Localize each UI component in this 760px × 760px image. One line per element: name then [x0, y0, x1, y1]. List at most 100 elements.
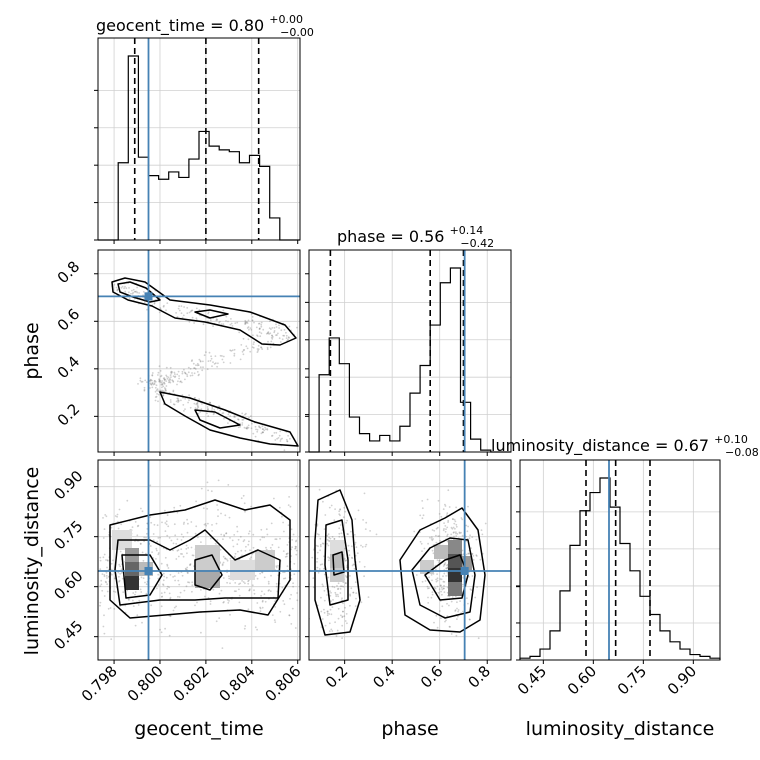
contour-level-3	[194, 309, 229, 319]
scatter-point	[363, 565, 366, 568]
scatter-point	[296, 326, 298, 329]
scatter-point	[318, 568, 321, 570]
scatter-point	[261, 599, 264, 602]
scatter-point	[334, 508, 336, 510]
scatter-point	[431, 529, 434, 531]
scatter-point	[140, 591, 143, 593]
scatter-point	[206, 481, 209, 484]
histogram-geocent-time	[98, 55, 300, 241]
scatter-point	[120, 523, 123, 526]
scatter-point	[189, 563, 192, 565]
scatter-point	[295, 485, 298, 488]
scatter-point	[276, 334, 278, 336]
scatter-point	[222, 555, 225, 558]
scatter-point	[269, 546, 272, 549]
scatter-point	[456, 601, 458, 604]
scatter-point	[256, 428, 259, 431]
scatter-point	[253, 592, 256, 595]
scatter-point	[228, 577, 231, 580]
contour-level-1	[314, 489, 361, 636]
scatter-point	[328, 613, 331, 615]
scatter-point	[267, 331, 270, 333]
scatter-point	[251, 319, 254, 322]
scatter-point	[252, 343, 255, 345]
scatter-point	[342, 602, 344, 605]
scatter-point	[446, 564, 448, 567]
scatter-point	[283, 603, 286, 606]
contour-group	[332, 551, 345, 576]
scatter-point	[150, 383, 153, 386]
scatter-point	[242, 349, 245, 352]
scatter-point	[445, 619, 447, 622]
scatter-point	[118, 579, 121, 582]
scatter-point	[275, 538, 278, 541]
scatter-point	[455, 535, 458, 537]
scatter-point	[438, 561, 440, 564]
scatter-point	[265, 332, 268, 335]
scatter-point	[217, 515, 219, 518]
scatter-point	[342, 516, 345, 519]
tick-label-y: 0.45	[50, 617, 86, 653]
scatter-point	[156, 388, 159, 391]
scatter-point	[354, 541, 357, 544]
scatter-point	[187, 371, 190, 374]
scatter-point	[239, 582, 242, 585]
scatter-point	[326, 594, 328, 596]
scatter-point	[196, 402, 198, 405]
density-cell	[195, 570, 220, 588]
scatter-point	[170, 376, 172, 378]
scatter-point	[142, 290, 145, 293]
scatter-point	[162, 394, 165, 397]
scatter-point	[337, 617, 340, 620]
scatter-point	[346, 622, 348, 625]
scatter-point	[188, 394, 191, 396]
scatter-point	[159, 307, 162, 309]
scatter-point	[277, 546, 280, 549]
scatter-point	[436, 559, 439, 561]
scatter-point	[136, 534, 139, 537]
scatter-point	[166, 514, 169, 517]
scatter-point	[106, 559, 109, 562]
scatter-point	[191, 554, 194, 557]
scatter-point	[180, 399, 182, 402]
scatter-point	[209, 402, 212, 404]
scatter-point	[106, 577, 108, 579]
scatter-point	[146, 532, 148, 535]
scatter-point	[318, 533, 320, 536]
scatter-point	[250, 415, 252, 418]
scatter-point	[268, 333, 270, 335]
scatter-point	[168, 586, 171, 589]
scatter-point	[178, 305, 181, 308]
scatter-point	[336, 593, 339, 596]
scatter-point	[451, 596, 454, 598]
scatter-point	[200, 408, 203, 410]
scatter-point	[187, 401, 190, 404]
scatter-point	[444, 530, 447, 533]
scatter-point	[345, 613, 348, 615]
scatter-point	[456, 533, 459, 535]
scatter-point	[245, 412, 247, 415]
scatter-point	[322, 585, 324, 587]
scatter-point	[151, 382, 154, 384]
scatter-point	[279, 610, 282, 613]
scatter-point	[365, 543, 368, 546]
scatter-point	[355, 546, 358, 549]
scatter-point	[196, 371, 199, 373]
scatter-point	[311, 556, 314, 559]
scatter-point	[280, 438, 282, 441]
scatter-point	[178, 375, 181, 377]
scatter-point	[455, 634, 458, 637]
scatter-point	[211, 524, 213, 526]
scatter-point	[172, 576, 175, 578]
scatter-point	[169, 379, 172, 381]
scatter-point	[202, 360, 204, 363]
scatter-point	[158, 380, 161, 383]
scatter-point	[183, 410, 185, 412]
scatter-point	[241, 580, 244, 582]
scatter-point	[207, 522, 209, 525]
scatter-point	[203, 523, 206, 526]
scatter-point	[150, 383, 152, 386]
scatter-point	[241, 350, 244, 353]
scatter-point	[334, 591, 337, 594]
scatter-point	[330, 628, 333, 631]
